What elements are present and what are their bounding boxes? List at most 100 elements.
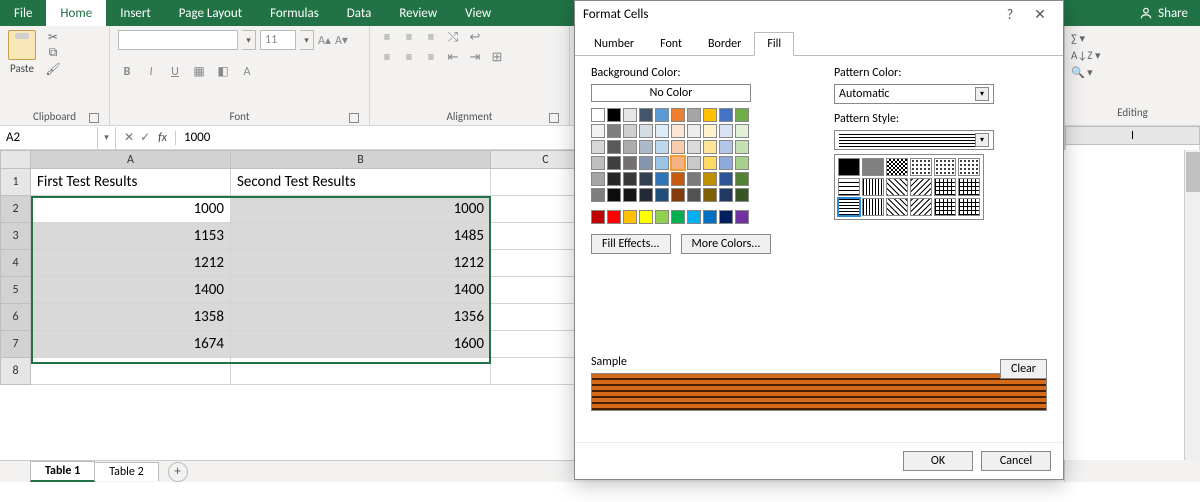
color-swatch[interactable] bbox=[671, 188, 685, 202]
pattern-swatch[interactable] bbox=[934, 198, 956, 216]
cut-icon[interactable]: ✂ bbox=[44, 30, 62, 44]
color-swatch[interactable] bbox=[607, 156, 621, 170]
format-painter-icon[interactable]: 🖌 bbox=[44, 62, 62, 76]
cell-B1[interactable]: Second Test Results bbox=[231, 169, 491, 196]
color-swatch[interactable] bbox=[735, 188, 749, 202]
font-dialog-launcher[interactable] bbox=[349, 113, 359, 123]
color-swatch[interactable] bbox=[655, 172, 669, 186]
row-header-4[interactable]: 4 bbox=[1, 250, 31, 277]
cell-B6[interactable]: 1356 bbox=[231, 304, 491, 331]
italic-button[interactable]: I bbox=[142, 65, 160, 79]
ribbon-tab-home[interactable]: Home bbox=[46, 0, 106, 26]
cell-A8[interactable] bbox=[31, 358, 231, 385]
underline-button[interactable]: U bbox=[166, 65, 184, 79]
align-bottom-icon[interactable]: ≡ bbox=[422, 30, 440, 46]
vertical-scrollbar[interactable] bbox=[1184, 150, 1200, 460]
align-middle-icon[interactable]: ≡ bbox=[400, 30, 418, 46]
dialog-help-icon[interactable]: ? bbox=[995, 6, 1025, 23]
ok-button[interactable]: OK bbox=[903, 451, 973, 471]
color-swatch[interactable] bbox=[639, 210, 653, 224]
pattern-swatch[interactable] bbox=[934, 158, 956, 176]
color-swatch[interactable] bbox=[655, 108, 669, 122]
color-swatch[interactable] bbox=[623, 124, 637, 138]
color-swatch[interactable] bbox=[719, 172, 733, 186]
color-swatch[interactable] bbox=[687, 156, 701, 170]
cell-B4[interactable]: 1212 bbox=[231, 250, 491, 277]
color-swatch[interactable] bbox=[703, 188, 717, 202]
color-swatch[interactable] bbox=[591, 188, 605, 202]
cell-B5[interactable]: 1400 bbox=[231, 277, 491, 304]
color-swatch[interactable] bbox=[607, 188, 621, 202]
color-swatch[interactable] bbox=[623, 140, 637, 154]
color-swatch[interactable] bbox=[671, 108, 685, 122]
color-swatch[interactable] bbox=[703, 108, 717, 122]
color-swatch[interactable] bbox=[671, 140, 685, 154]
grow-font-icon[interactable]: A▴ bbox=[318, 33, 331, 48]
merge-center-icon[interactable]: ⊞ bbox=[488, 50, 506, 66]
col-header-A[interactable]: A bbox=[31, 151, 231, 169]
enter-formula-icon[interactable]: ✓ bbox=[140, 130, 150, 145]
alignment-dialog-launcher[interactable] bbox=[549, 113, 559, 123]
pattern-swatch[interactable] bbox=[934, 178, 956, 196]
color-swatch[interactable] bbox=[703, 172, 717, 186]
color-swatch[interactable] bbox=[623, 210, 637, 224]
col-header-B[interactable]: B bbox=[231, 151, 491, 169]
cell-B3[interactable]: 1485 bbox=[231, 223, 491, 250]
border-button[interactable]: ▦ bbox=[190, 64, 208, 79]
color-swatch[interactable] bbox=[591, 108, 605, 122]
pattern-swatch[interactable] bbox=[838, 198, 860, 216]
color-swatch[interactable] bbox=[591, 210, 605, 224]
cell-B2[interactable]: 1000 bbox=[231, 196, 491, 223]
color-swatch[interactable] bbox=[639, 172, 653, 186]
select-all-corner[interactable] bbox=[1, 151, 31, 169]
cell-A6[interactable]: 1358 bbox=[31, 304, 231, 331]
color-swatch[interactable] bbox=[639, 140, 653, 154]
cell-A4[interactable]: 1212 bbox=[31, 250, 231, 277]
pattern-swatch[interactable] bbox=[862, 178, 884, 196]
color-swatch[interactable] bbox=[623, 156, 637, 170]
pattern-swatch[interactable] bbox=[838, 158, 860, 176]
color-swatch[interactable] bbox=[607, 210, 621, 224]
pattern-style-combo[interactable]: ▾ bbox=[834, 130, 994, 150]
color-swatch[interactable] bbox=[671, 172, 685, 186]
color-swatch[interactable] bbox=[687, 210, 701, 224]
cell-A1[interactable]: First Test Results bbox=[31, 169, 231, 196]
dialog-tab-border[interactable]: Border bbox=[695, 32, 754, 56]
ribbon-tab-page-layout[interactable]: Page Layout bbox=[165, 0, 256, 26]
color-swatch[interactable] bbox=[591, 172, 605, 186]
clear-button[interactable]: Clear bbox=[1000, 359, 1047, 379]
share-button[interactable]: Share bbox=[1139, 6, 1188, 21]
color-swatch[interactable] bbox=[687, 172, 701, 186]
color-swatch[interactable] bbox=[655, 210, 669, 224]
color-swatch[interactable] bbox=[607, 172, 621, 186]
font-size-combo[interactable]: 11 bbox=[260, 30, 296, 50]
pattern-swatch[interactable] bbox=[862, 198, 884, 216]
color-swatch[interactable] bbox=[735, 124, 749, 138]
color-swatch[interactable] bbox=[719, 156, 733, 170]
sheet-tab-table-1[interactable]: Table 1 bbox=[30, 461, 95, 482]
pattern-swatch[interactable] bbox=[958, 178, 980, 196]
color-swatch[interactable] bbox=[591, 156, 605, 170]
ribbon-tab-data[interactable]: Data bbox=[333, 0, 386, 26]
font-name-dd[interactable]: ▾ bbox=[242, 30, 256, 50]
cell-A5[interactable]: 1400 bbox=[31, 277, 231, 304]
color-swatch[interactable] bbox=[655, 124, 669, 138]
color-swatch[interactable] bbox=[671, 124, 685, 138]
dialog-tab-number[interactable]: Number bbox=[581, 32, 647, 56]
ribbon-tab-insert[interactable]: Insert bbox=[106, 0, 165, 26]
color-swatch[interactable] bbox=[703, 140, 717, 154]
bold-button[interactable]: B bbox=[118, 65, 136, 79]
ribbon-tab-file[interactable]: File bbox=[0, 0, 46, 26]
row-header-5[interactable]: 5 bbox=[1, 277, 31, 304]
pattern-swatch[interactable] bbox=[862, 158, 884, 176]
paste-icon[interactable] bbox=[8, 30, 36, 60]
align-top-icon[interactable]: ≡ bbox=[378, 30, 396, 46]
sheet-tab-table-2[interactable]: Table 2 bbox=[94, 462, 158, 481]
color-swatch[interactable] bbox=[671, 156, 685, 170]
pattern-swatch[interactable] bbox=[838, 178, 860, 196]
pattern-swatch[interactable] bbox=[958, 158, 980, 176]
pattern-swatch[interactable] bbox=[886, 178, 908, 196]
color-swatch[interactable] bbox=[735, 156, 749, 170]
sort-filter-icon[interactable]: A↓Z ▾ bbox=[1071, 49, 1194, 62]
color-swatch[interactable] bbox=[655, 188, 669, 202]
